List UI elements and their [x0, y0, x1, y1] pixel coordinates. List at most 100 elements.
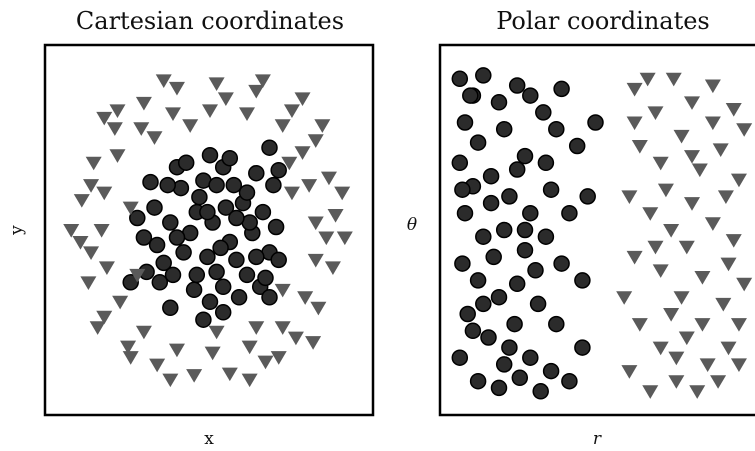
triangle-point — [208, 77, 225, 92]
circle-point — [228, 209, 245, 227]
triangle-point — [720, 341, 737, 356]
triangle-point — [106, 122, 123, 136]
circle-point — [574, 339, 591, 356]
circle-point — [469, 272, 487, 289]
triangle-point — [254, 74, 271, 89]
circle-point — [516, 221, 534, 239]
circle-point — [475, 228, 492, 245]
circle-point — [151, 274, 169, 291]
circle-point — [201, 146, 219, 164]
circle-point — [508, 275, 526, 293]
triangle-point — [652, 341, 669, 356]
circle-point — [516, 147, 534, 165]
triangle-point — [109, 149, 126, 163]
triangle-point — [730, 358, 747, 372]
circle-point — [238, 184, 256, 201]
polar-x-axis-label: r — [593, 429, 602, 449]
triangle-point — [274, 283, 291, 298]
circle-point — [270, 251, 287, 269]
circle-point — [475, 295, 492, 313]
circle-point — [221, 149, 239, 167]
cartesian-x-axis-label: x — [204, 429, 214, 449]
circle-point — [261, 289, 278, 306]
triangle-point — [274, 119, 291, 133]
circle-point — [188, 266, 206, 284]
triangle-point — [307, 253, 324, 268]
triangle-point — [652, 156, 669, 171]
triangle-point — [665, 72, 682, 87]
circle-point — [214, 278, 232, 296]
triangle-point — [717, 190, 734, 204]
circle-point — [265, 176, 282, 194]
triangle-point — [710, 375, 727, 389]
circle-point — [501, 339, 518, 356]
circle-point — [208, 263, 225, 281]
triangle-point — [122, 351, 139, 365]
triangle-point — [221, 367, 238, 382]
triangle-point — [691, 163, 708, 178]
circle-point — [148, 236, 166, 254]
circle-point — [469, 134, 487, 151]
circle-point — [155, 254, 172, 272]
triangle-point — [281, 156, 298, 171]
triangle-point — [109, 104, 126, 118]
triangle-point — [663, 308, 680, 322]
triangle-point — [684, 150, 700, 164]
circle-point — [257, 269, 274, 287]
triangle-point — [149, 358, 166, 373]
circle-point — [122, 274, 139, 291]
circle-point — [516, 241, 534, 259]
circle-point — [574, 272, 591, 289]
circle-point — [214, 304, 232, 321]
triangle-point — [678, 331, 695, 346]
circle-point — [469, 372, 487, 390]
circle-point — [201, 293, 219, 311]
triangle-point — [164, 107, 181, 121]
triangle-point — [307, 216, 324, 231]
triangle-point — [652, 264, 669, 278]
circle-point — [529, 295, 547, 313]
triangle-point — [168, 81, 185, 96]
triangle-point — [83, 179, 100, 193]
triangle-point — [202, 104, 218, 118]
circle-point — [490, 288, 508, 306]
polar-panel: Polar coordinates r θ — [407, 7, 755, 449]
triangle-point — [639, 72, 656, 87]
cartesian-y-axis-label: y — [7, 225, 27, 236]
circle-point — [456, 114, 474, 131]
circle-point — [228, 251, 245, 269]
triangle-point — [307, 134, 324, 148]
triangle-point — [704, 79, 721, 94]
circle-point — [451, 70, 469, 88]
triangle-point — [297, 291, 314, 305]
circle-point — [454, 255, 471, 272]
triangle-point — [182, 119, 199, 133]
circle-point — [146, 199, 163, 216]
polar-plot-frame — [438, 43, 755, 417]
triangle-point — [168, 343, 185, 358]
triangle-point — [647, 240, 664, 255]
triangle-point — [146, 131, 163, 145]
circle-point — [177, 154, 195, 171]
circle-point — [248, 248, 265, 266]
triangle-point — [324, 261, 341, 275]
triangle-point — [657, 183, 674, 198]
cartesian-plot-frame — [43, 43, 375, 417]
circle-point — [548, 120, 565, 138]
triangle-point — [89, 321, 106, 335]
circle-point — [542, 181, 560, 198]
circle-point — [511, 369, 529, 387]
circle-point — [490, 379, 508, 397]
triangle-point — [96, 111, 113, 126]
circle-point — [485, 248, 502, 266]
circle-point — [135, 229, 153, 246]
circle-point — [142, 173, 159, 191]
circle-point — [490, 94, 508, 111]
triangle-point — [673, 129, 690, 144]
triangle-point — [133, 122, 150, 136]
circle-point — [561, 372, 578, 390]
circle-point — [159, 176, 176, 194]
circle-point — [495, 120, 513, 138]
triangle-point — [642, 385, 659, 399]
circle-point — [464, 322, 482, 340]
